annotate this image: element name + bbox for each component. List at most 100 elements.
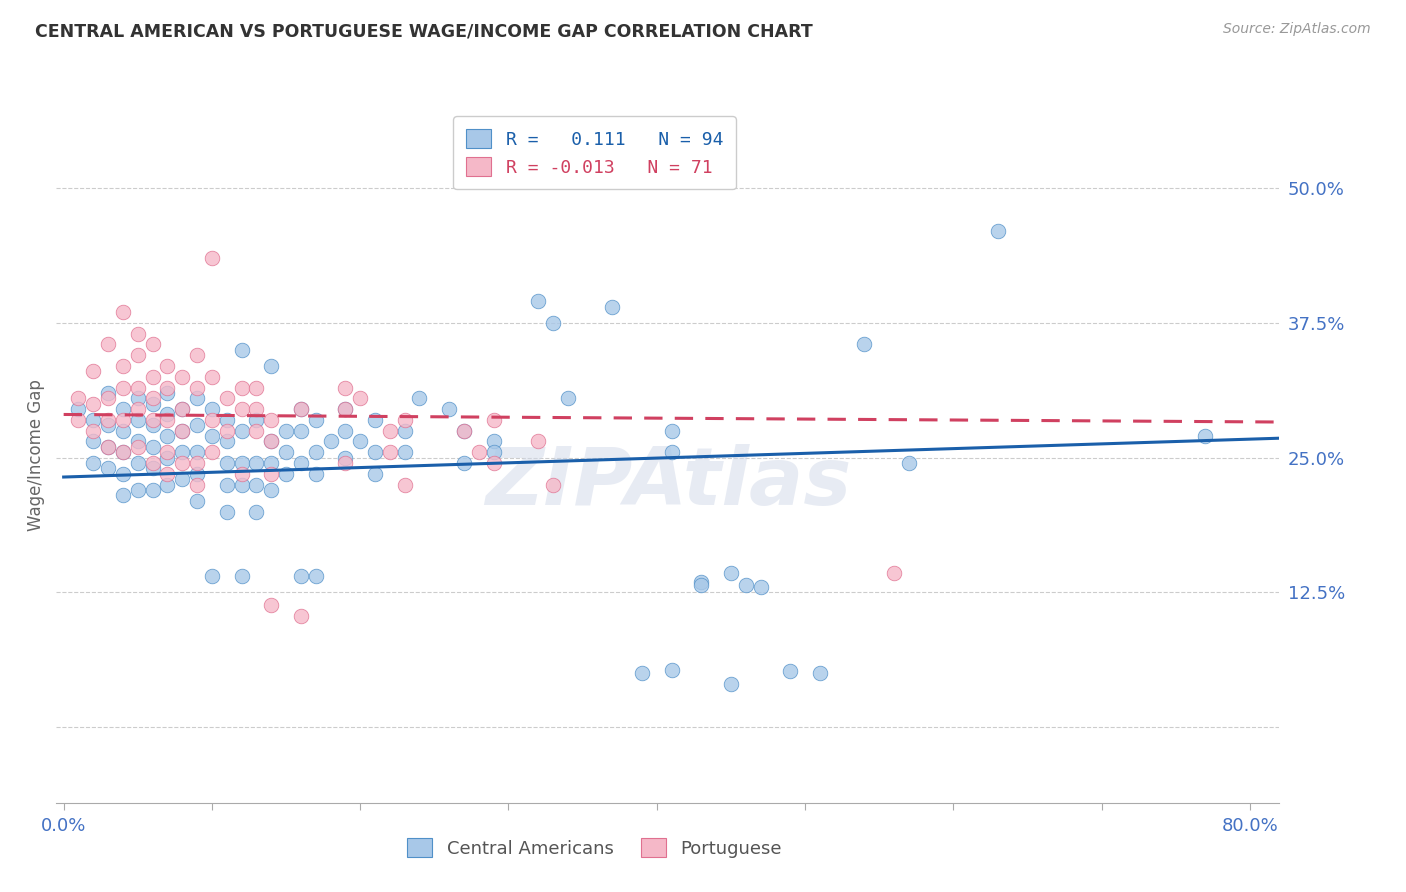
Point <box>734 578 756 592</box>
Point <box>201 251 224 265</box>
Point <box>749 580 772 594</box>
Point <box>111 488 134 502</box>
Point <box>245 504 267 518</box>
Text: CENTRAL AMERICAN VS PORTUGUESE WAGE/INCOME GAP CORRELATION CHART: CENTRAL AMERICAN VS PORTUGUESE WAGE/INCO… <box>35 22 813 40</box>
Point <box>186 445 208 459</box>
Text: Source: ZipAtlas.com: Source: ZipAtlas.com <box>1223 22 1371 37</box>
Point <box>482 445 505 459</box>
Point <box>127 348 149 362</box>
Point <box>172 402 194 417</box>
Point <box>364 467 387 481</box>
Point <box>468 445 491 459</box>
Point <box>720 677 742 691</box>
Point <box>305 445 328 459</box>
Point <box>231 380 253 394</box>
Point <box>215 392 238 406</box>
Point <box>720 566 742 580</box>
Point <box>245 380 267 394</box>
Point <box>631 666 654 681</box>
Point <box>111 413 134 427</box>
Point <box>260 456 283 470</box>
Point <box>97 440 120 454</box>
Point <box>127 440 149 454</box>
Point <box>142 397 165 411</box>
Point <box>82 413 104 427</box>
Point <box>97 440 120 454</box>
Point <box>142 418 165 433</box>
Point <box>231 456 253 470</box>
Point <box>482 413 505 427</box>
Point <box>156 385 179 400</box>
Point <box>201 369 224 384</box>
Point <box>186 477 208 491</box>
Point <box>186 456 208 470</box>
Point <box>527 434 550 449</box>
Point <box>541 477 564 491</box>
Point <box>111 467 134 481</box>
Point <box>82 434 104 449</box>
Point <box>274 424 297 438</box>
Point <box>231 402 253 417</box>
Point <box>260 434 283 449</box>
Point <box>172 424 194 438</box>
Point <box>97 392 120 406</box>
Point <box>82 424 104 438</box>
Point <box>201 569 224 583</box>
Point <box>349 392 371 406</box>
Point <box>290 402 312 417</box>
Point <box>274 467 297 481</box>
Point <box>215 456 238 470</box>
Point <box>231 569 253 583</box>
Point <box>186 418 208 433</box>
Point <box>231 467 253 481</box>
Point <box>156 467 179 481</box>
Point <box>394 445 416 459</box>
Point <box>853 337 876 351</box>
Point <box>600 300 623 314</box>
Point <box>127 326 149 341</box>
Point <box>142 440 165 454</box>
Point <box>290 424 312 438</box>
Point <box>156 450 179 465</box>
Point <box>661 663 683 677</box>
Point <box>215 413 238 427</box>
Point <box>394 424 416 438</box>
Point <box>631 170 654 185</box>
Point <box>245 402 267 417</box>
Point <box>231 343 253 357</box>
Point <box>127 402 149 417</box>
Point <box>186 467 208 481</box>
Point <box>127 413 149 427</box>
Point <box>541 316 564 330</box>
Point <box>453 424 475 438</box>
Point <box>335 456 357 470</box>
Point <box>172 424 194 438</box>
Point <box>364 413 387 427</box>
Point <box>111 359 134 373</box>
Point <box>305 467 328 481</box>
Point <box>335 402 357 417</box>
Point <box>1194 429 1216 443</box>
Point <box>453 456 475 470</box>
Point <box>172 369 194 384</box>
Point <box>215 424 238 438</box>
Point <box>260 359 283 373</box>
Point <box>260 467 283 481</box>
Text: ZIPAtlas: ZIPAtlas <box>485 443 851 522</box>
Point <box>453 424 475 438</box>
Point <box>142 369 165 384</box>
Point <box>231 424 253 438</box>
Point <box>231 477 253 491</box>
Point <box>883 566 905 580</box>
Point <box>97 385 120 400</box>
Point <box>260 413 283 427</box>
Point <box>142 337 165 351</box>
Point <box>97 413 120 427</box>
Point <box>186 493 208 508</box>
Y-axis label: Wage/Income Gap: Wage/Income Gap <box>27 379 45 531</box>
Point <box>378 445 401 459</box>
Point <box>215 434 238 449</box>
Point <box>186 392 208 406</box>
Point <box>127 380 149 394</box>
Point <box>111 424 134 438</box>
